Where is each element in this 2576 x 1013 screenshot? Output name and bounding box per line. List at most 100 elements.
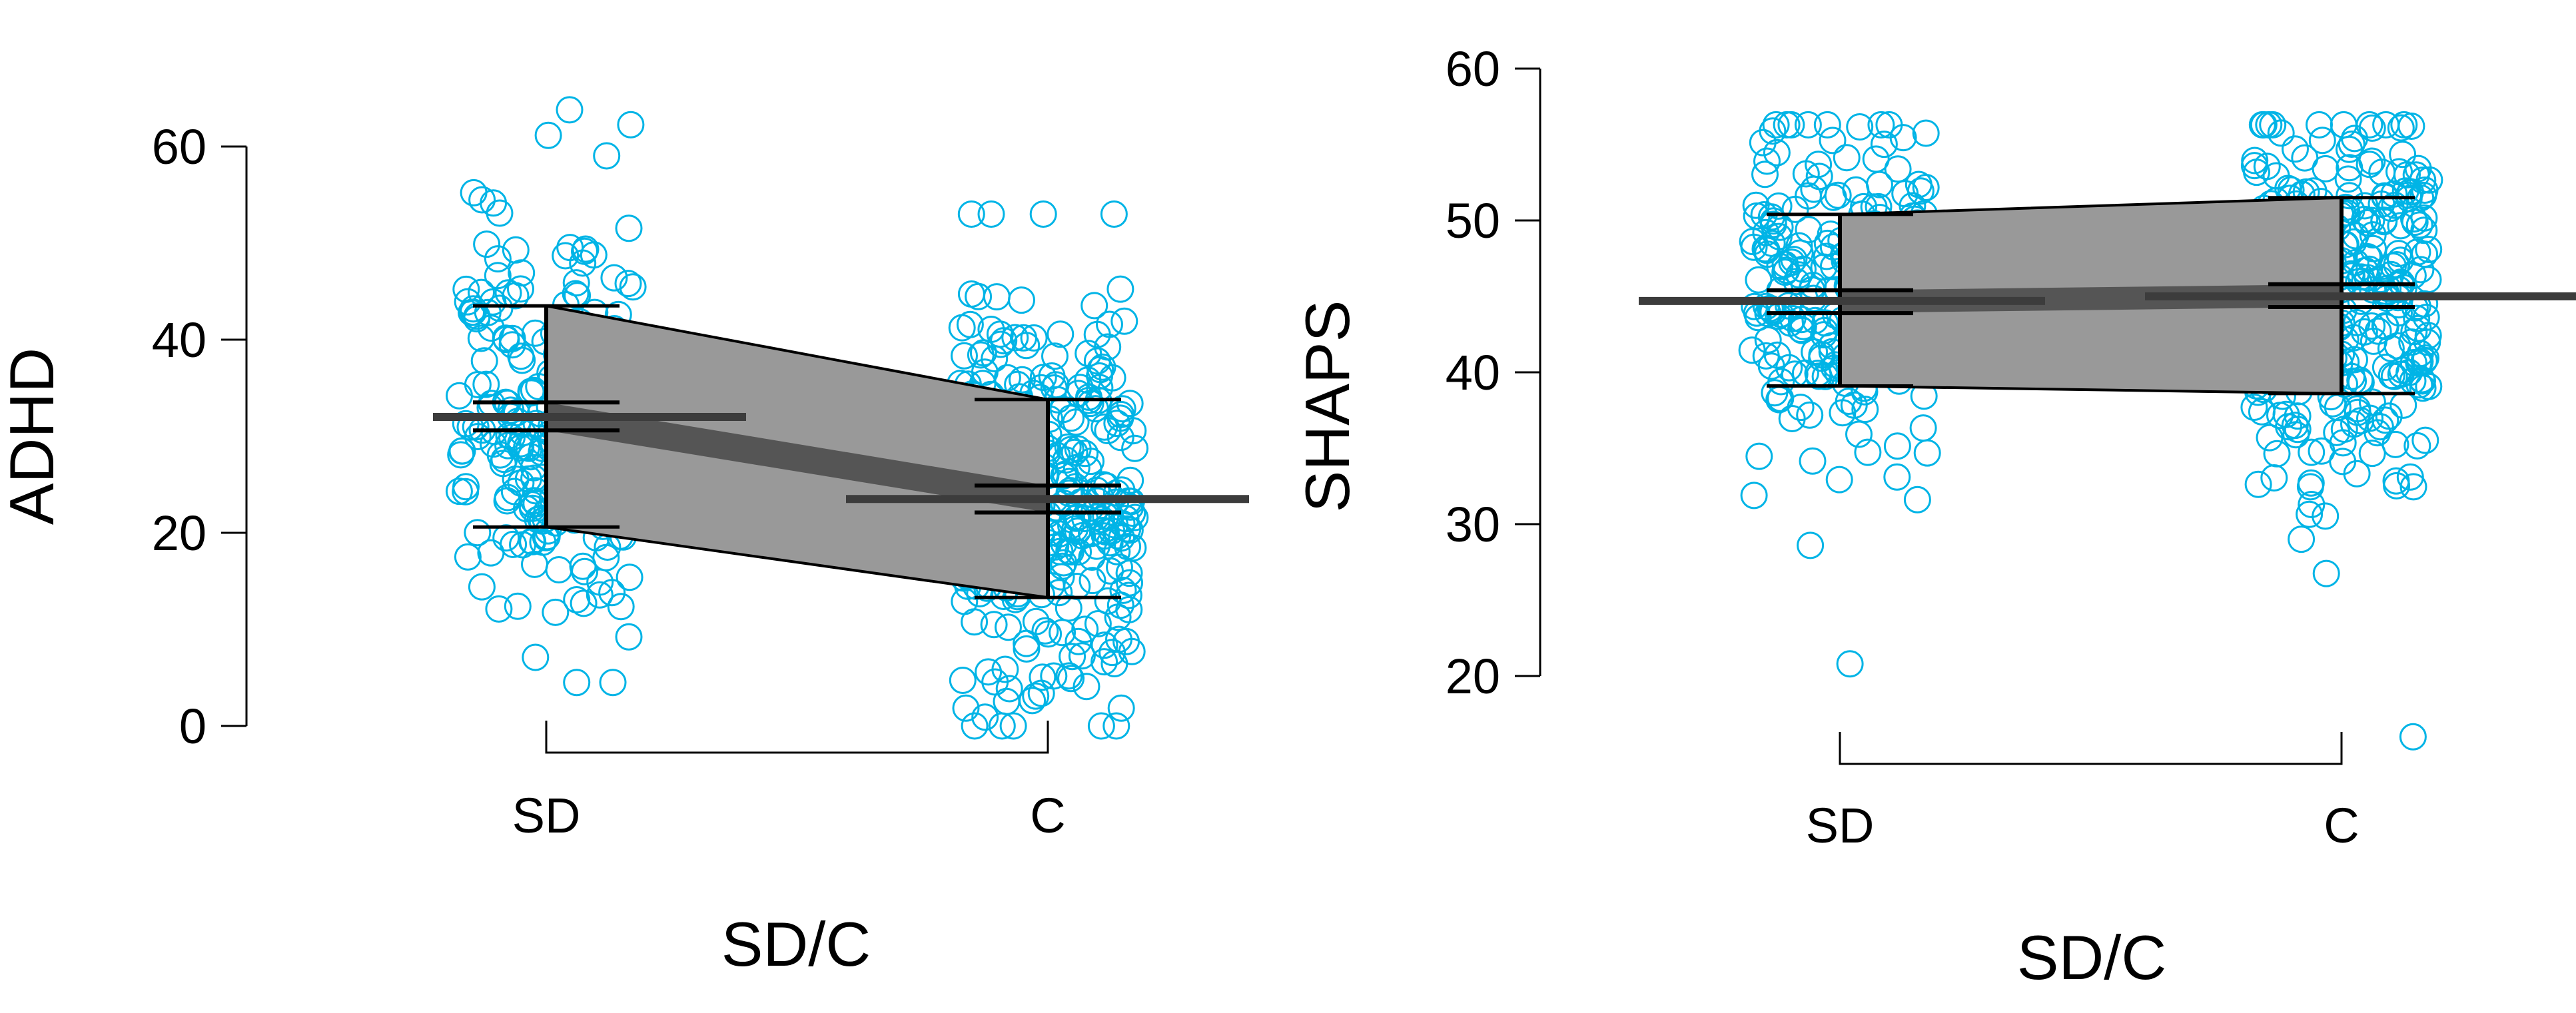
shaps-data-point: [1775, 292, 1803, 320]
adhd-data-point: [492, 524, 520, 552]
adhd-data-point: [1114, 581, 1142, 609]
shaps-data-point: [2412, 344, 2439, 372]
adhd-data-point: [1029, 663, 1057, 691]
adhd-data-point: [522, 643, 550, 671]
adhd-mean-group: [433, 413, 1249, 504]
shaps-x-tick-label: C: [2324, 798, 2359, 853]
shaps-data-point: [1777, 111, 1805, 139]
shaps-data-point: [1912, 174, 1940, 201]
shaps-data-point: [1907, 177, 1934, 205]
shaps-data-point: [1745, 442, 1773, 470]
adhd-data-point: [995, 675, 1023, 703]
shaps-data-point: [1829, 399, 1857, 427]
adhd-data-point: [980, 611, 1008, 639]
adhd-data-point: [534, 121, 562, 149]
adhd-x-axis-line: [545, 721, 1049, 754]
adhd-data-point: [1106, 275, 1134, 303]
adhd-data-point: [1029, 364, 1057, 392]
shaps-y-axis: 20 30 40 50 60: [1446, 41, 1541, 704]
shaps-data-point: [2336, 154, 2363, 182]
shaps-data-point: [1751, 235, 1779, 263]
adhd-data-point: [1059, 643, 1086, 671]
shaps-data-point: [1778, 405, 1806, 432]
adhd-data-point: [1116, 516, 1144, 544]
shaps-data-point: [2312, 559, 2340, 587]
shaps-data-point: [2263, 440, 2291, 468]
shaps-y-tick-label: 30: [1446, 497, 1500, 552]
shaps-data-point: [1779, 304, 1807, 332]
adhd-data-point: [1100, 200, 1128, 228]
adhd-data-point: [452, 478, 480, 506]
adhd-data-point: [529, 528, 557, 556]
shaps-data-point: [2255, 111, 2283, 139]
adhd-data-point: [556, 96, 584, 124]
shaps-data-point: [2262, 162, 2290, 190]
adhd-data-point: [599, 669, 627, 697]
adhd-data-point: [1090, 413, 1118, 441]
shaps-data-point: [2371, 312, 2399, 340]
shaps-data-point: [2414, 322, 2442, 350]
shaps-x-axis-line: [1839, 732, 2343, 765]
shaps-x-tick-label: SD: [1806, 798, 1875, 853]
adhd-data-point: [977, 200, 1005, 228]
adhd-data-point: [975, 658, 1003, 686]
adhd-y-tick-label: 40: [152, 312, 207, 368]
shaps-data-point: [2312, 502, 2340, 530]
adhd-data-point: [1106, 553, 1133, 581]
adhd-data-point: [1119, 417, 1147, 445]
shaps-data-point: [2358, 312, 2386, 340]
shaps-y-tick-label: 50: [1446, 193, 1500, 248]
shaps-data-point: [2351, 205, 2379, 233]
adhd-data-point: [1100, 650, 1128, 677]
shaps-interval-group: [1767, 196, 2415, 396]
adhd-data-point: [1110, 307, 1138, 335]
shaps-y-tick-label: 40: [1446, 345, 1500, 400]
shaps-data-point: [2410, 216, 2438, 244]
shaps-data-point: [1796, 401, 1824, 429]
adhd-data-point: [1119, 534, 1147, 562]
adhd-data-point: [467, 324, 495, 352]
adhd-data-point: [614, 270, 642, 298]
shaps-data-point: [2381, 430, 2409, 458]
adhd-data-point: [957, 200, 985, 228]
shaps-data-point: [1819, 127, 1847, 155]
adhd-x-tick-label: SD: [512, 788, 581, 843]
adhd-data-point: [967, 341, 995, 369]
shaps-data-point: [1794, 111, 1822, 139]
shaps-data-point: [1870, 131, 1898, 159]
adhd-panel: 0 20 40 60 SD C ADHD SD/C: [0, 96, 1249, 979]
adhd-y-tick-label: 60: [152, 119, 207, 174]
adhd-data-point: [504, 592, 532, 620]
shaps-data-point: [2404, 155, 2432, 182]
shaps-data-point: [2387, 212, 2415, 240]
adhd-data-point: [1061, 438, 1088, 466]
shaps-data-point: [1751, 161, 1779, 188]
adhd-data-point: [999, 712, 1027, 740]
adhd-y-tick-label: 0: [179, 699, 207, 754]
shaps-data-point: [2354, 243, 2381, 270]
adhd-data-point: [1092, 502, 1120, 530]
adhd-data-point: [447, 441, 475, 469]
adhd-band-group: [545, 304, 1049, 599]
adhd-data-point: [1114, 515, 1142, 543]
adhd-data-point: [1031, 617, 1059, 645]
shaps-data-point: [2260, 464, 2288, 492]
shaps-x-axis: SD C: [1806, 732, 2360, 853]
shaps-data-point: [1862, 145, 1890, 173]
adhd-data-point: [492, 326, 520, 354]
adhd-data-point: [445, 478, 473, 506]
adhd-data-point: [1086, 362, 1114, 390]
shaps-data-point: [2399, 473, 2427, 501]
adhd-data-point: [1071, 440, 1099, 468]
shaps-data-point: [2403, 432, 2431, 460]
shaps-data-point: [2244, 470, 2272, 498]
adhd-data-point: [1061, 515, 1089, 543]
adhd-data-point: [572, 235, 600, 263]
shaps-data-point: [1875, 111, 1903, 139]
shaps-data-point: [2248, 398, 2276, 426]
adhd-data-point: [1057, 665, 1085, 693]
adhd-data-point: [1055, 662, 1083, 690]
adhd-data-point: [993, 687, 1021, 715]
adhd-data-point: [484, 245, 512, 273]
